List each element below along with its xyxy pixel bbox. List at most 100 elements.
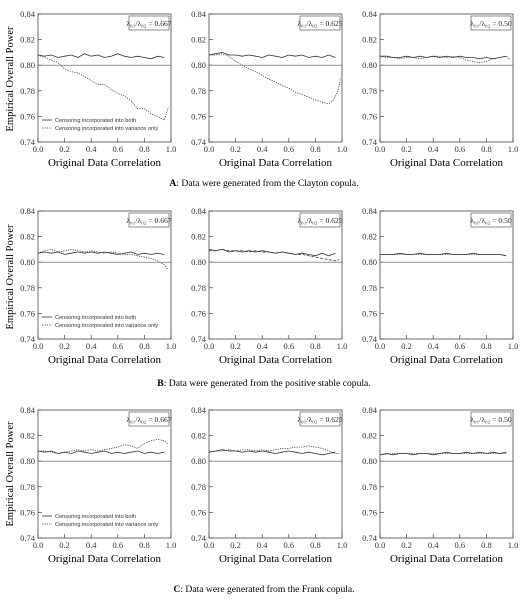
ratio-box: [299, 411, 341, 427]
y-tick-label: 0.74: [191, 137, 207, 147]
plot-frame: [208, 210, 343, 340]
x-tick-label: 1.0: [508, 144, 519, 154]
svg-text:C: Data were generated from th: C: Data were generated from the Frank co…: [173, 584, 354, 595]
y-tick-label: 0.76: [20, 308, 35, 318]
y-tick-label: 0.80: [20, 456, 35, 466]
x-tick-label: 0.0: [375, 144, 386, 154]
caption-a-letter: A: [169, 178, 176, 189]
y-tick-label: 0.76: [362, 308, 377, 318]
series-line-both: [208, 449, 336, 456]
ratio-box: [299, 212, 341, 228]
plot-frame: [379, 409, 514, 539]
ratio-label: λ₀₁/λ₀₂ = 0.50: [470, 216, 512, 225]
x-tick-label: 0.8: [310, 144, 321, 154]
y-tick-label: 0.78: [20, 283, 35, 293]
y-tick-label: 0.76: [20, 507, 35, 517]
ratio-label: λ₀₁/λ₀₂ = 0.625: [297, 216, 342, 225]
x-tick-label: 1.0: [508, 540, 519, 550]
x-tick-label: 0.2: [401, 341, 412, 351]
x-tick-label: 0.6: [454, 341, 465, 351]
legend-label-both: Censoring incorporated into both: [55, 514, 136, 520]
y-axis-label-a: Empirical Overall Power: [5, 26, 16, 131]
x-axis-label: Original Data Correlation: [390, 157, 504, 169]
y-tick-label: 0.78: [191, 482, 206, 492]
plot-frame: [379, 13, 514, 143]
x-tick-label: 0.4: [428, 144, 439, 154]
y-tick-label: 0.78: [20, 482, 35, 492]
series-line-both: [380, 252, 507, 257]
y-tick-label: 0.76: [191, 308, 206, 318]
x-tick-label: 0.0: [33, 341, 44, 351]
x-tick-label: 0.6: [454, 144, 465, 154]
caption-b-text: : Data were generated from the positive …: [164, 378, 371, 389]
x-tick-label: 0.8: [139, 144, 150, 154]
x-tick-label: 0.4: [257, 144, 268, 154]
plot-frame: [37, 409, 172, 539]
x-tick-label: 0.8: [310, 341, 321, 351]
y-tick-label: 0.76: [20, 111, 35, 121]
plot-frame: [379, 210, 514, 340]
x-tick-label: 0.8: [139, 341, 150, 351]
y-tick-label: 0.78: [191, 283, 206, 293]
x-tick-label: 0.0: [375, 540, 386, 550]
series-line-both: [37, 450, 165, 454]
ratio-box: [470, 411, 512, 427]
x-tick-label: 0.4: [428, 540, 439, 550]
ratio-box: [470, 212, 512, 228]
y-tick-label: 0.84: [191, 405, 207, 415]
ratio-box: [470, 15, 512, 31]
x-tick-label: 0.2: [59, 540, 70, 550]
x-axis-label: Original Data Correlation: [48, 354, 162, 366]
y-tick-label: 0.80: [191, 257, 206, 267]
svg-text:B: Data were generated from th: B: Data were generated from the positive…: [157, 378, 370, 389]
caption-a: A: Data were generated from the Clayton …: [169, 178, 358, 189]
x-tick-label: 0.8: [481, 540, 492, 550]
panel-a-3: 0.74 0.76 0.78 0.80 0.82 0.84 0.0 0.2 0.4 0.6 0.8 1…: [362, 9, 518, 169]
svg-text:A: Data were generated from th: A: Data were generated from the Clayton …: [169, 178, 358, 189]
legend-label-variance-only: Censoring incorporated into variance onl…: [55, 126, 158, 132]
legend: Censoring incorporated into both Censorin…: [42, 514, 158, 528]
y-tick-label: 0.82: [362, 431, 377, 441]
y-tick-label: 0.74: [362, 137, 378, 147]
series-line-variance-only: [37, 249, 169, 271]
x-tick-label: 0.2: [230, 144, 241, 154]
y-tick-label: 0.82: [191, 431, 206, 441]
y-tick-label: 0.80: [191, 60, 206, 70]
series-line-both: [380, 55, 507, 60]
series-line-variance-only: [38, 439, 169, 454]
panel-a-2: 0.74 0.76 0.78 0.80 0.82 0.84 0.0 0.2 0.4 0.6 0.8 1…: [191, 9, 347, 169]
y-axis-label-b: Empirical Overall Power: [5, 224, 16, 329]
x-tick-label: 1.0: [166, 341, 177, 351]
y-tick-label: 0.84: [362, 206, 378, 216]
panel-b-3: 0.74 0.76 0.78 0.80 0.82 0.84 0.0 0.2 0.4 0.6 0.8 1…: [362, 206, 518, 366]
y-tick-label: 0.80: [362, 257, 377, 267]
caption-a-text: : Data were generated from the Clayton c…: [176, 178, 358, 189]
y-tick-label: 0.74: [20, 137, 36, 147]
y-tick-label: 0.80: [362, 60, 377, 70]
series-line-variance-only: [380, 254, 507, 257]
ratio-label: λ₀₁/λ₀₂ = 0.50: [470, 19, 512, 28]
y-tick-label: 0.74: [20, 533, 36, 543]
series-line-both: [379, 451, 507, 456]
y-tick-label: 0.82: [191, 232, 206, 242]
ratio-label: λ₀₁/λ₀₂ = 0.667: [126, 415, 171, 424]
panels-layer: 0.74 0.76 0.78 0.80 0.82 0.84 0.0 0.2 0.4 0.6 0.8 1…: [20, 9, 518, 565]
series-line-both: [37, 53, 165, 60]
caption-c: C: Data were generated from the Frank co…: [173, 584, 354, 595]
x-tick-label: 1.0: [166, 540, 177, 550]
y-tick-label: 0.82: [20, 232, 35, 242]
caption-b-letter: B: [157, 378, 164, 389]
ratio-label: λ₀₁/λ₀₂ = 0.625: [297, 19, 342, 28]
x-tick-label: 0.2: [59, 341, 70, 351]
y-tick-label: 0.74: [191, 334, 207, 344]
x-axis-label: Original Data Correlation: [48, 157, 162, 169]
y-tick-label: 0.82: [362, 35, 377, 45]
x-tick-label: 0.4: [257, 341, 268, 351]
y-tick-label: 0.84: [362, 9, 378, 19]
legend-label-variance-only: Censoring incorporated into variance onl…: [55, 522, 158, 528]
y-tick-label: 0.78: [191, 86, 206, 96]
panel-c-1: 0.74 0.76 0.78 0.80 0.82 0.84 0.0 0.2 0.4 0.6 0.8 1…: [20, 405, 176, 565]
x-tick-label: 1.0: [337, 341, 348, 351]
x-tick-label: 1.0: [508, 341, 519, 351]
y-tick-label: 0.84: [20, 9, 36, 19]
